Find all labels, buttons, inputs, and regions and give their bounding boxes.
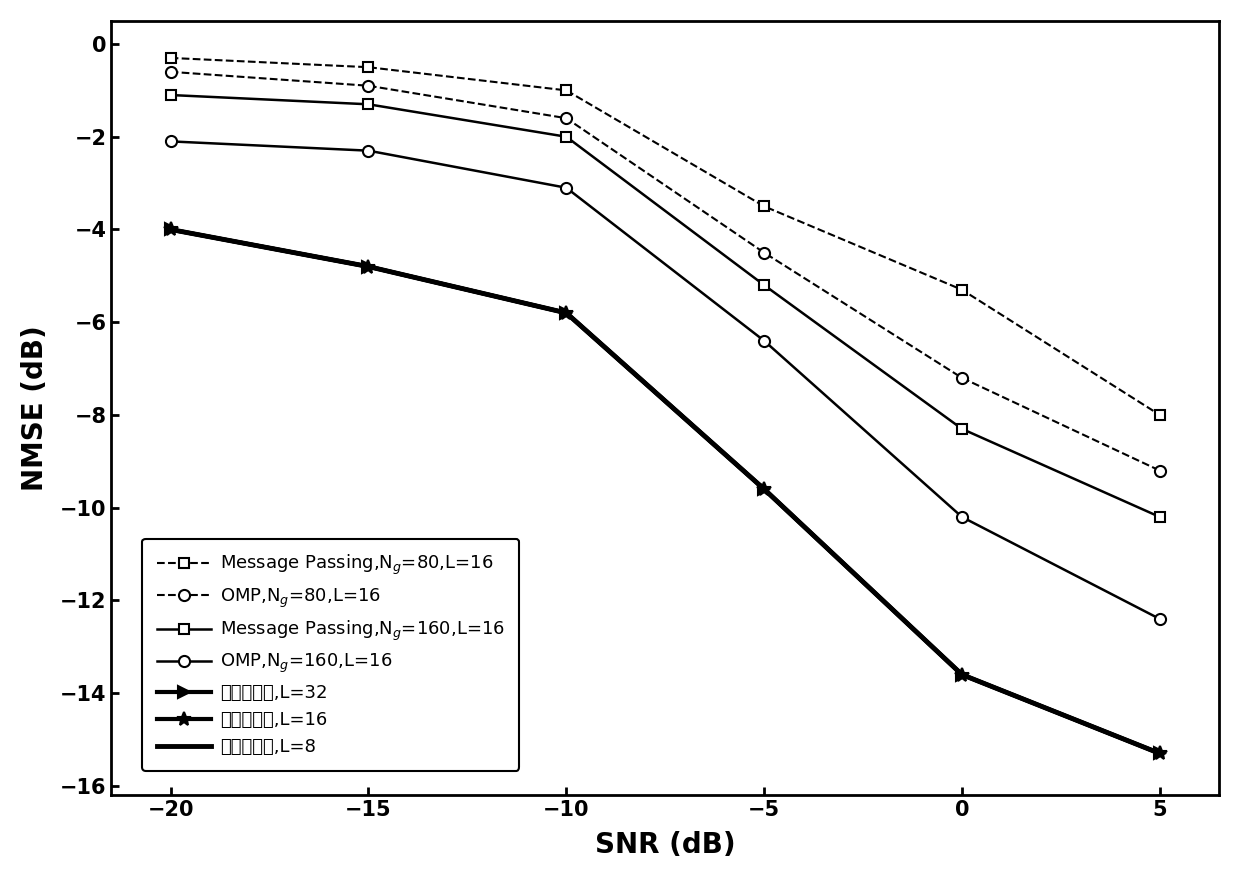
OMP,N$_g$=160,L=16 [1152, 613, 1167, 624]
Message Passing,N$_g$=160,L=16 [361, 99, 376, 110]
Message Passing,N$_g$=160,L=16 [559, 131, 574, 142]
本发明方法,L=16 [361, 261, 376, 272]
Message Passing,N$_g$=160,L=16 [955, 423, 970, 434]
本发明方法,L=16 [164, 224, 179, 235]
OMP,N$_g$=160,L=16 [164, 136, 179, 147]
OMP,N$_g$=80,L=16 [1152, 466, 1167, 476]
Message Passing,N$_g$=160,L=16 [756, 280, 771, 290]
本发明方法,L=8 [955, 670, 970, 680]
OMP,N$_g$=160,L=16 [559, 182, 574, 193]
OMP,N$_g$=160,L=16 [361, 145, 376, 156]
Message Passing,N$_g$=80,L=16 [955, 284, 970, 295]
Line: Message Passing,N$_g$=160,L=16: Message Passing,N$_g$=160,L=16 [166, 90, 1164, 522]
OMP,N$_g$=80,L=16 [559, 113, 574, 123]
本发明方法,L=16 [955, 670, 970, 680]
Line: 本发明方法,L=8: 本发明方法,L=8 [171, 230, 1159, 753]
OMP,N$_g$=80,L=16 [164, 67, 179, 77]
OMP,N$_g$=160,L=16 [955, 511, 970, 522]
Line: 本发明方法,L=32: 本发明方法,L=32 [165, 224, 1166, 759]
Line: Message Passing,N$_g$=80,L=16: Message Passing,N$_g$=80,L=16 [166, 53, 1164, 420]
本发明方法,L=16 [756, 484, 771, 495]
OMP,N$_g$=80,L=16 [361, 80, 376, 91]
Message Passing,N$_g$=160,L=16 [1152, 511, 1167, 522]
本发明方法,L=32 [361, 261, 376, 272]
Line: OMP,N$_g$=80,L=16: OMP,N$_g$=80,L=16 [165, 66, 1166, 476]
OMP,N$_g$=80,L=16 [955, 372, 970, 383]
本发明方法,L=32 [1152, 748, 1167, 759]
X-axis label: SNR (dB): SNR (dB) [595, 832, 735, 859]
Line: 本发明方法,L=16: 本发明方法,L=16 [164, 223, 1167, 760]
本发明方法,L=32 [955, 670, 970, 680]
Message Passing,N$_g$=80,L=16 [1152, 410, 1167, 421]
Line: OMP,N$_g$=160,L=16: OMP,N$_g$=160,L=16 [165, 136, 1166, 625]
本发明方法,L=8 [361, 261, 376, 272]
Message Passing,N$_g$=80,L=16 [361, 62, 376, 72]
OMP,N$_g$=80,L=16 [756, 247, 771, 258]
Message Passing,N$_g$=80,L=16 [559, 85, 574, 96]
本发明方法,L=8 [1152, 748, 1167, 759]
本发明方法,L=32 [559, 308, 574, 319]
Y-axis label: NMSE (dB): NMSE (dB) [21, 325, 48, 491]
Legend: Message Passing,N$_g$=80,L=16, OMP,N$_g$=80,L=16, Message Passing,N$_g$=160,L=16: Message Passing,N$_g$=80,L=16, OMP,N$_g$… [143, 539, 520, 771]
本发明方法,L=8 [164, 224, 179, 235]
本发明方法,L=16 [1152, 748, 1167, 759]
Message Passing,N$_g$=80,L=16 [164, 53, 179, 63]
本发明方法,L=16 [559, 308, 574, 319]
本发明方法,L=8 [756, 484, 771, 495]
OMP,N$_g$=160,L=16 [756, 335, 771, 346]
本发明方法,L=32 [164, 224, 179, 235]
本发明方法,L=32 [756, 484, 771, 495]
Message Passing,N$_g$=80,L=16 [756, 201, 771, 211]
本发明方法,L=8 [559, 308, 574, 319]
Message Passing,N$_g$=160,L=16 [164, 90, 179, 100]
